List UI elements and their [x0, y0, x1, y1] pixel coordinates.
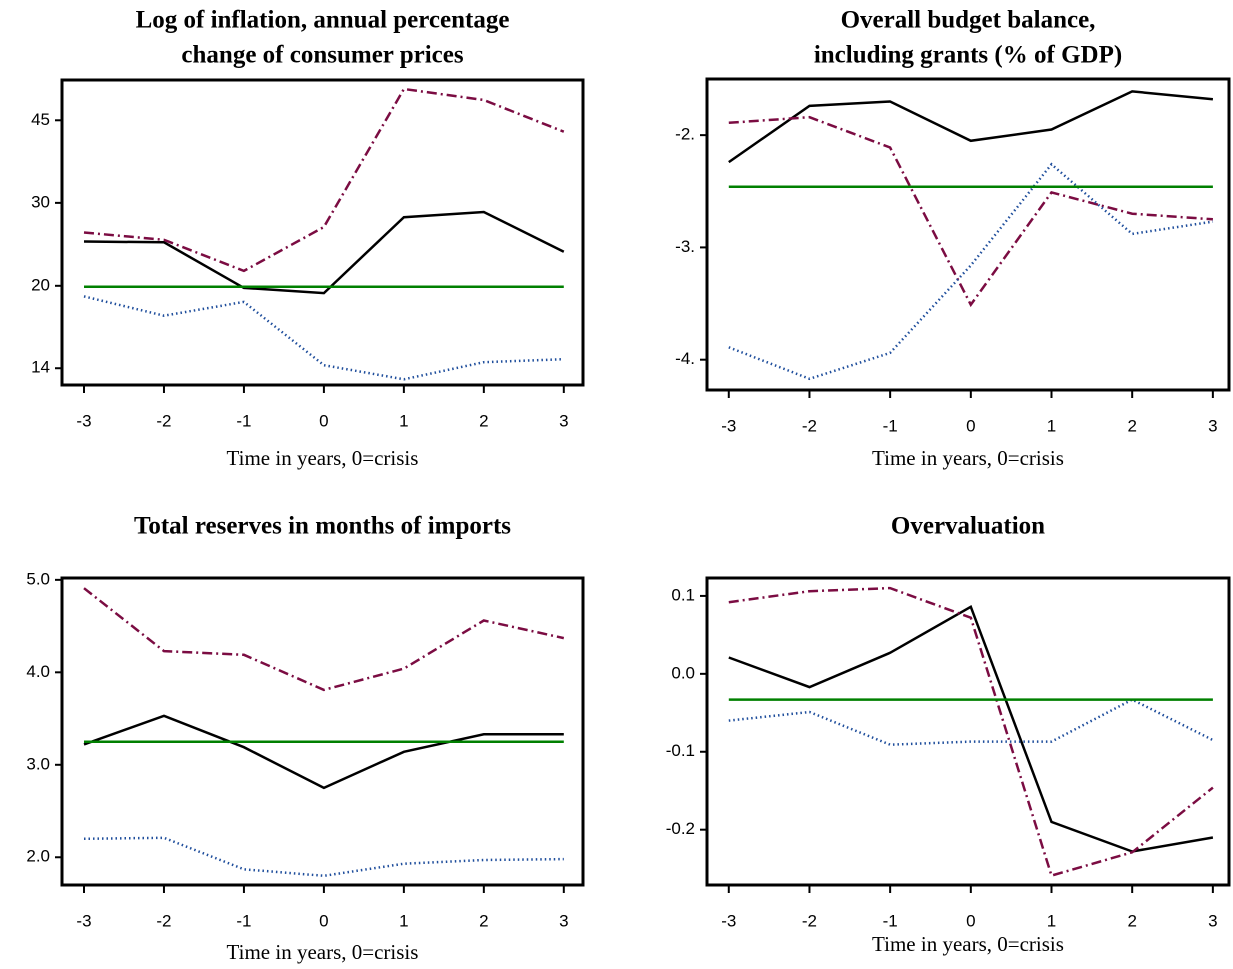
- x-tick-label: -3: [721, 911, 736, 930]
- series-line: [728, 604, 1214, 853]
- x-tick-label: 2: [479, 411, 488, 430]
- x-tick-label: 3: [1208, 416, 1217, 435]
- plot-frame: [705, 77, 1231, 392]
- x-tick-label: 2: [1127, 911, 1136, 930]
- y-tick-label: 5.0: [26, 569, 50, 588]
- x-tick-label: -3: [76, 911, 91, 930]
- plot-frame: [60, 78, 585, 387]
- series-line: [83, 87, 565, 273]
- y-tick-label: 3.0: [26, 754, 50, 773]
- y-tick-label: 20: [31, 275, 50, 294]
- x-tick-label: 0: [966, 911, 975, 930]
- series-line: [728, 115, 1213, 308]
- y-tick-label: 0.1: [671, 585, 695, 604]
- y-tick-label: -3.: [675, 237, 695, 256]
- x-tick-label: 3: [559, 411, 568, 430]
- x-tick-label: 1: [399, 411, 408, 430]
- chart-title: change of consumer prices: [181, 42, 463, 69]
- y-tick-label: -0.2: [666, 819, 695, 838]
- x-tick-label: 2: [1127, 416, 1136, 435]
- x-tick-label: 2: [479, 911, 488, 930]
- y-tick-label: -0.1: [666, 741, 695, 760]
- x-tick-label: -1: [883, 416, 898, 435]
- series-line: [728, 90, 1214, 164]
- x-axis-label: Time in years, 0=crisis: [227, 446, 419, 470]
- chart-title: Overvaluation: [891, 513, 1045, 540]
- x-tick-label: 0: [319, 411, 328, 430]
- x-tick-label: 1: [1047, 911, 1056, 930]
- y-tick-label: -2.: [675, 125, 695, 144]
- series-line: [728, 162, 1214, 381]
- x-tick-label: 1: [1047, 416, 1056, 435]
- series-line: [83, 587, 565, 692]
- x-axis-label: Time in years, 0=crisis: [872, 932, 1064, 956]
- x-tick-label: -1: [236, 411, 251, 430]
- chart-title: Total reserves in months of imports: [134, 513, 511, 540]
- x-tick-label: -2: [156, 911, 171, 930]
- series-line: [83, 714, 564, 790]
- y-tick-label: 4.0: [26, 662, 50, 681]
- series-line: [728, 698, 1214, 746]
- x-tick-label: 1: [399, 911, 408, 930]
- series-line: [83, 210, 565, 295]
- x-tick-label: -3: [721, 416, 736, 435]
- x-tick-label: -2: [156, 411, 171, 430]
- x-tick-label: 0: [966, 416, 975, 435]
- x-axis-label: Time in years, 0=crisis: [227, 940, 419, 964]
- chart-title: Overall budget balance,: [841, 7, 1096, 34]
- x-tick-label: 0: [319, 911, 328, 930]
- y-tick-label: -4.: [675, 349, 695, 368]
- plot-frame: [60, 576, 585, 887]
- y-tick-label: 14: [31, 358, 50, 377]
- y-tick-label: 2.0: [26, 847, 50, 866]
- chart-title: including grants (% of GDP): [814, 42, 1122, 69]
- series-line: [83, 836, 564, 878]
- x-axis-label: Time in years, 0=crisis: [872, 446, 1064, 470]
- series-line: [728, 586, 1214, 878]
- x-tick-label: -2: [802, 911, 817, 930]
- y-tick-label: 0.0: [671, 663, 695, 682]
- chart-title: Log of inflation, annual percentage: [136, 7, 510, 34]
- x-tick-label: 3: [1208, 911, 1217, 930]
- y-tick-label: 45: [31, 110, 50, 129]
- y-tick-label: 30: [31, 192, 50, 211]
- x-tick-label: -1: [883, 911, 898, 930]
- x-tick-label: 3: [559, 911, 568, 930]
- x-tick-label: -2: [802, 416, 817, 435]
- plot-frame: [705, 576, 1231, 887]
- x-tick-label: -1: [236, 911, 251, 930]
- x-tick-label: -3: [76, 411, 91, 430]
- series-line: [83, 295, 564, 381]
